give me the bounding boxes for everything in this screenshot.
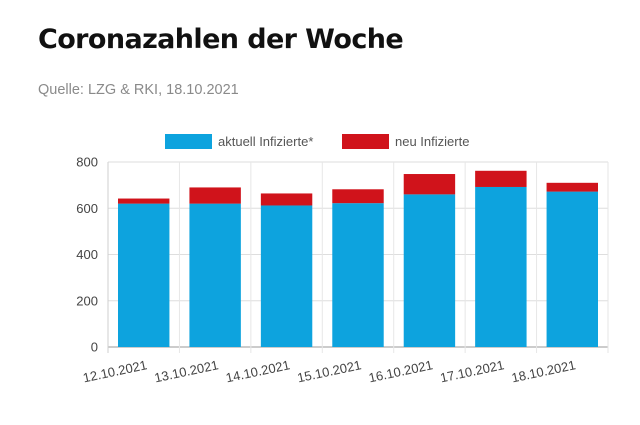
x-tick-label: 17.10.2021 — [439, 357, 506, 385]
x-axis: 12.10.2021 13.10.2021 14.10.2021 15.10.2021… — [82, 357, 577, 385]
bar-segment — [260, 205, 313, 347]
bar-segment — [260, 193, 313, 206]
x-tick-label: 14.10.2021 — [224, 357, 291, 385]
x-tick-label: 15.10.2021 — [296, 357, 363, 385]
bar-segment — [332, 203, 384, 347]
y-axis: 0 200 400 600 800 — [76, 155, 98, 355]
legend-label: aktuell Infizierte* — [218, 134, 313, 149]
x-tick-label: 16.10.2021 — [367, 357, 434, 385]
y-tick-label: 200 — [76, 293, 98, 308]
bar-segment — [546, 182, 598, 192]
legend-label: neu Infizierte — [395, 134, 469, 149]
x-tick-label: 12.10.2021 — [82, 357, 149, 385]
bar-segment — [118, 198, 170, 204]
y-tick-label: 800 — [76, 155, 98, 170]
bar-segment — [189, 203, 241, 347]
legend-swatch — [165, 134, 212, 149]
chart-bars — [118, 170, 598, 347]
bar-segment — [546, 191, 598, 347]
y-tick-label: 0 — [91, 340, 98, 355]
bar-segment — [403, 174, 456, 195]
bar-segment — [189, 187, 241, 204]
chart-legend: aktuell Infizierte* neu Infizierte — [165, 134, 469, 149]
bar-segment — [118, 203, 170, 347]
legend-swatch — [342, 134, 389, 149]
x-tick-label: 13.10.2021 — [153, 357, 220, 385]
bar-segment — [332, 189, 384, 204]
x-tick-label: 18.10.2021 — [510, 357, 577, 385]
y-tick-label: 400 — [76, 247, 98, 262]
source-note: Quelle: LZG & RKI, 18.10.2021 — [38, 82, 239, 98]
page-title: Coronazahlen der Woche — [38, 24, 404, 55]
y-tick-label: 600 — [76, 201, 98, 216]
bar-segment — [403, 194, 456, 347]
bar-segment — [475, 186, 527, 347]
bar-segment — [475, 170, 527, 187]
